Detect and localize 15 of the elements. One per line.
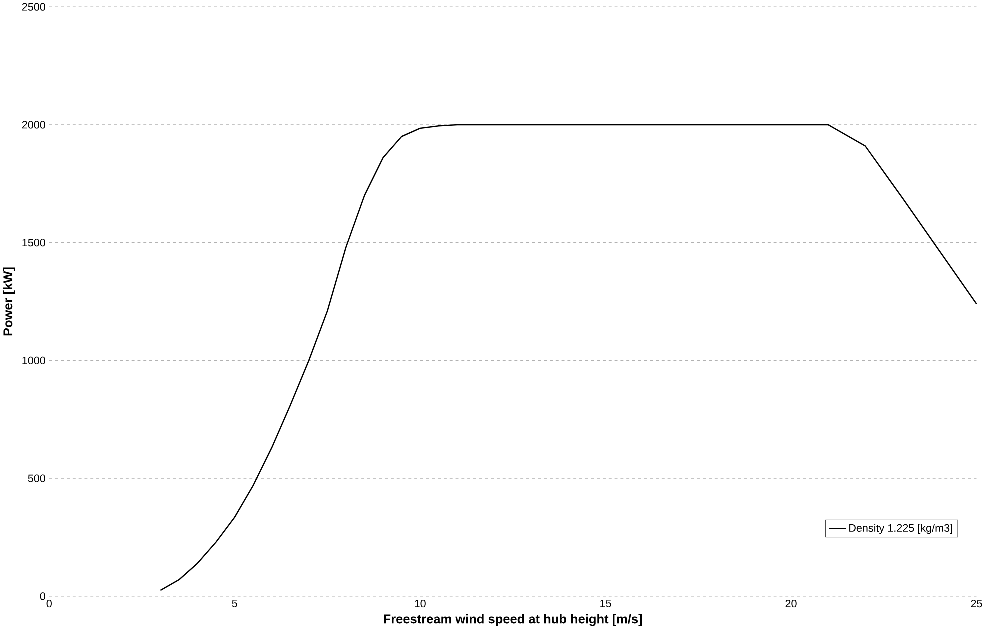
legend-label: Density 1.225 [kg/m3] (850, 524, 952, 534)
x-tick-label: 5 (232, 600, 238, 608)
x-tick-label: 10 (415, 600, 426, 608)
y-tick-label: 1500 (22, 239, 46, 247)
x-tick-label: 15 (600, 600, 612, 608)
x-tick-label: 25 (971, 600, 982, 608)
y-tick-label: 2500 (22, 3, 46, 12)
y-tick-label: 500 (28, 475, 46, 483)
x-tick-label: 20 (786, 600, 797, 608)
y-axis-title: Power [kW] (3, 268, 16, 336)
y-tick-label: 2000 (22, 121, 46, 130)
y-tick-label: 1000 (22, 357, 46, 365)
x-tick-label: 0 (46, 600, 52, 608)
x-axis-title: Freestream wind speed at hub height [m/s] (384, 614, 642, 626)
y-tick-label: 0 (40, 592, 46, 601)
